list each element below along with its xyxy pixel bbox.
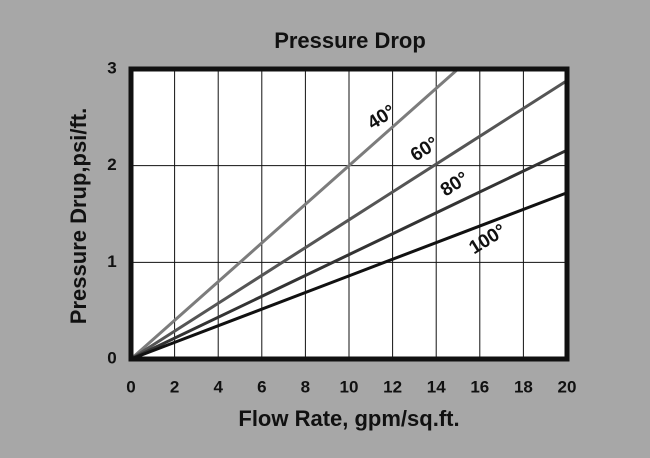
x-tick-label: 0 <box>126 377 135 396</box>
series-line <box>130 67 459 361</box>
y-axis-label: Pressure Drup,psi/ft. <box>66 108 91 324</box>
x-tick-label: 4 <box>213 377 223 396</box>
y-tick-label: 2 <box>107 155 116 174</box>
series-line <box>130 191 568 361</box>
x-tick-label: 10 <box>340 377 359 396</box>
x-tick-label: 16 <box>470 377 489 396</box>
x-tick-label: 18 <box>514 377 533 396</box>
x-axis-label: Flow Rate, gpm/sq.ft. <box>238 406 459 431</box>
y-tick-label: 1 <box>107 252 116 271</box>
y-tick-label: 0 <box>107 348 116 367</box>
x-tick-label: 14 <box>427 377 446 396</box>
x-tick-label: 6 <box>257 377 266 396</box>
x-tick-label: 20 <box>558 377 577 396</box>
plot-frame <box>128 66 570 362</box>
y-tick-label: 3 <box>107 58 116 77</box>
x-tick-label: 2 <box>170 377 179 396</box>
x-tick-label: 8 <box>301 377 310 396</box>
marks <box>130 67 568 361</box>
chart-title: Pressure Drop <box>274 28 426 53</box>
series-line <box>130 79 568 361</box>
series-line <box>130 148 568 361</box>
x-tick-label: 12 <box>383 377 402 396</box>
